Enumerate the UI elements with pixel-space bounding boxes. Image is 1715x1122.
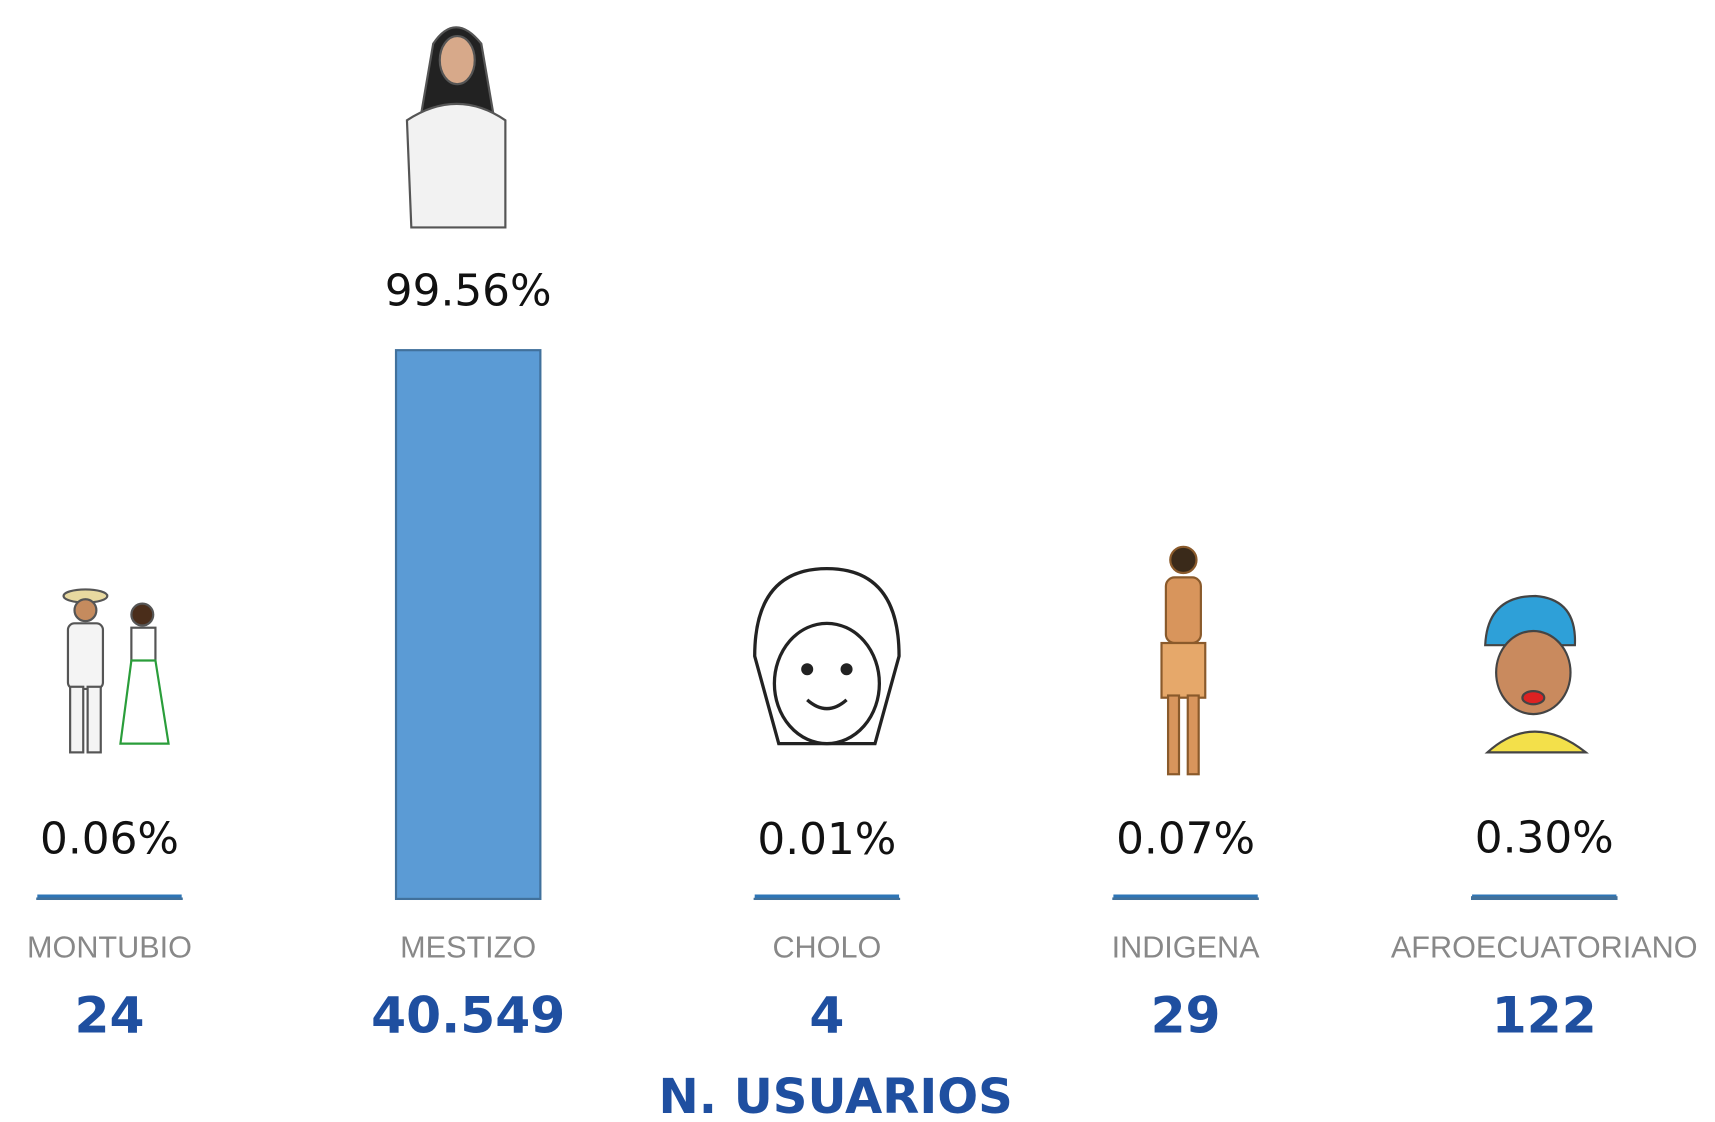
value-label: 0.30%	[1475, 812, 1614, 863]
category-label: INDIGENA	[1112, 930, 1261, 964]
user-count: 40.549	[371, 986, 565, 1045]
value-label: 0.07%	[1116, 814, 1255, 865]
category-label: MONTUBIO	[27, 930, 192, 964]
value-label: 0.06%	[40, 814, 179, 865]
user-count: 24	[75, 986, 145, 1045]
chart: N. USUARIOS 0.06% MONTUBIO 24 99.56% MESTIZO…	[0, 0, 1715, 1122]
value-label: 99.56%	[385, 265, 552, 316]
user-count: 4	[809, 986, 844, 1045]
category-label: CHOLO	[772, 930, 881, 964]
user-count: 122	[1492, 986, 1597, 1045]
value-label: 0.01%	[757, 814, 896, 865]
user-count: 29	[1151, 986, 1221, 1045]
x-axis-label: N. USUARIOS	[658, 1069, 1012, 1122]
category-label: MESTIZO	[400, 930, 536, 964]
icons	[64, 27, 1586, 774]
category-label: AFROECUATORIANO	[1391, 930, 1698, 964]
bar	[1472, 897, 1616, 899]
bar	[396, 350, 540, 899]
